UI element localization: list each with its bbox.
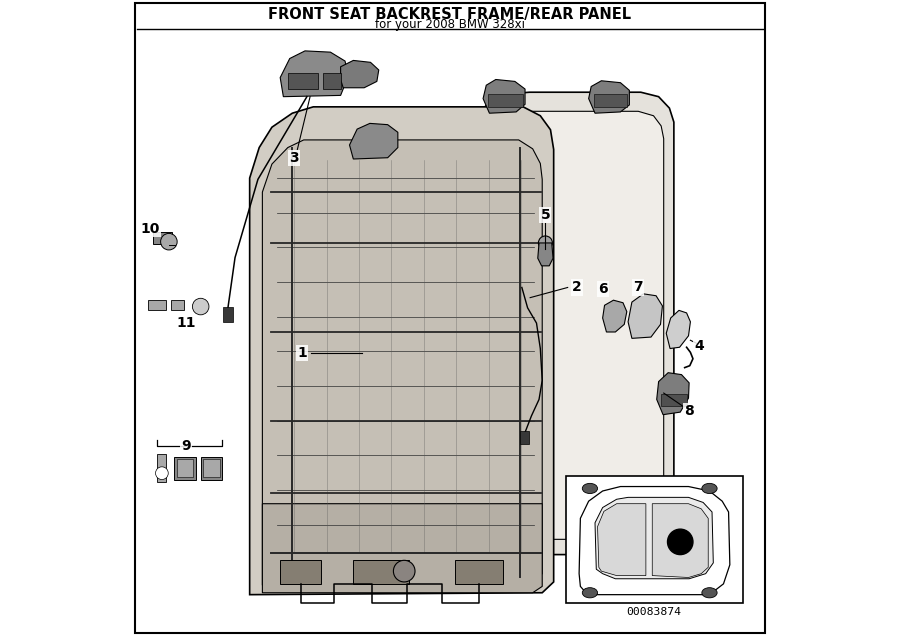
Polygon shape — [652, 504, 708, 577]
Polygon shape — [595, 497, 714, 579]
Polygon shape — [263, 140, 542, 585]
Bar — [488, 94, 523, 107]
Bar — [203, 459, 220, 477]
Polygon shape — [598, 504, 646, 576]
Polygon shape — [589, 81, 629, 113]
Circle shape — [668, 529, 693, 555]
Bar — [455, 560, 503, 584]
Bar — [354, 560, 410, 584]
Ellipse shape — [582, 483, 598, 494]
Text: for your 2008 BMW 328xi: for your 2008 BMW 328xi — [375, 18, 525, 31]
Polygon shape — [466, 92, 674, 555]
Polygon shape — [579, 487, 730, 595]
Polygon shape — [349, 123, 398, 159]
Text: 8: 8 — [684, 404, 694, 418]
Bar — [153, 232, 172, 244]
Bar — [176, 459, 194, 477]
Ellipse shape — [702, 588, 717, 598]
Circle shape — [160, 233, 177, 250]
Bar — [662, 394, 687, 406]
Polygon shape — [263, 504, 542, 593]
Bar — [288, 73, 319, 89]
Text: 6: 6 — [598, 282, 608, 296]
Bar — [158, 454, 166, 482]
Text: 4: 4 — [695, 339, 704, 353]
Bar — [174, 457, 195, 480]
Polygon shape — [483, 80, 525, 113]
Circle shape — [156, 467, 168, 480]
Text: 10: 10 — [140, 222, 159, 236]
Text: 11: 11 — [176, 316, 196, 330]
Bar — [171, 300, 184, 310]
Ellipse shape — [582, 588, 598, 598]
Text: 2: 2 — [572, 280, 582, 294]
Bar — [223, 307, 233, 322]
Circle shape — [193, 298, 209, 315]
Bar — [201, 457, 222, 480]
Polygon shape — [657, 373, 689, 415]
Bar — [148, 300, 166, 310]
Polygon shape — [249, 107, 554, 595]
Polygon shape — [280, 51, 348, 97]
Polygon shape — [475, 111, 663, 539]
Polygon shape — [666, 310, 690, 349]
Polygon shape — [340, 60, 379, 88]
Bar — [323, 73, 340, 89]
Text: 00083874: 00083874 — [626, 607, 681, 617]
Bar — [566, 476, 742, 603]
Text: 1: 1 — [298, 346, 307, 360]
Bar — [520, 431, 529, 444]
Text: 9: 9 — [181, 439, 191, 453]
Text: 3: 3 — [290, 151, 299, 165]
Ellipse shape — [702, 483, 717, 494]
Polygon shape — [628, 294, 662, 338]
Text: 7: 7 — [634, 280, 643, 294]
Text: 5: 5 — [541, 208, 550, 222]
Text: FRONT SEAT BACKREST FRAME/REAR PANEL: FRONT SEAT BACKREST FRAME/REAR PANEL — [268, 7, 632, 22]
Circle shape — [393, 560, 415, 582]
Bar — [594, 94, 626, 107]
Circle shape — [538, 236, 553, 250]
Polygon shape — [603, 300, 626, 332]
Bar — [280, 560, 321, 584]
Polygon shape — [538, 243, 553, 266]
